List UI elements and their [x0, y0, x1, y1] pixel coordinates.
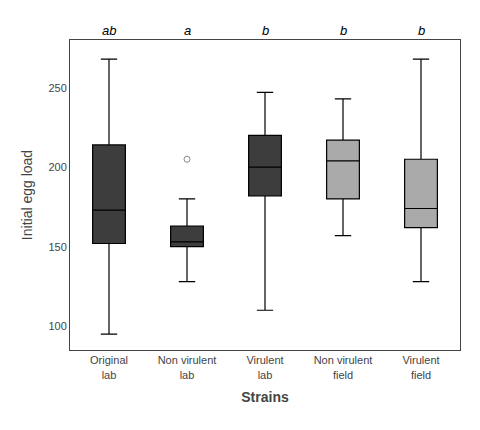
svg-text:200: 200: [48, 161, 66, 173]
svg-text:Virulentlab: Virulentlab: [246, 354, 283, 380]
svg-text:ab: ab: [102, 23, 116, 38]
svg-text:a: a: [184, 23, 191, 38]
svg-text:b: b: [262, 23, 269, 38]
svg-text:b: b: [418, 23, 425, 38]
svg-text:b: b: [340, 23, 347, 38]
svg-text:150: 150: [48, 241, 66, 253]
svg-text:Originallab: Originallab: [90, 354, 128, 380]
svg-text:100: 100: [48, 320, 66, 332]
svg-text:Non virulentfield: Non virulentfield: [314, 354, 373, 380]
svg-text:Non virulentlab: Non virulentlab: [158, 354, 217, 380]
svg-text:Initial egg load: Initial egg load: [19, 150, 35, 240]
svg-text:250: 250: [48, 82, 66, 94]
svg-text:Virulentfield: Virulentfield: [402, 354, 439, 380]
svg-text:Strains: Strains: [241, 389, 289, 405]
